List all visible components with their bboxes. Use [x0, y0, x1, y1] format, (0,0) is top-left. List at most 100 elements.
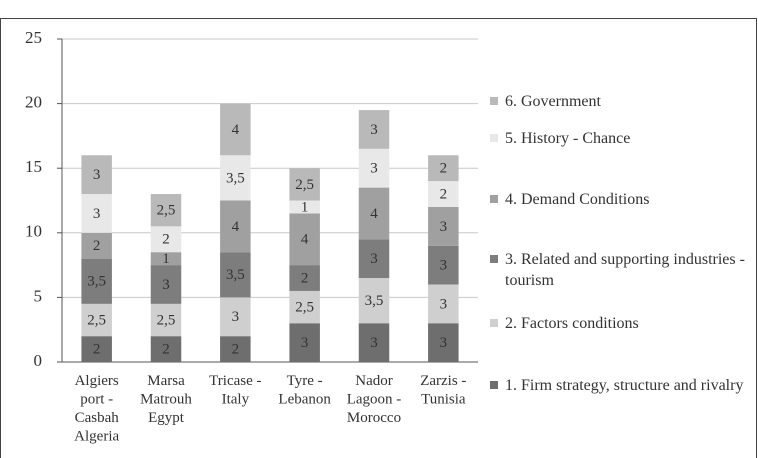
legend-swatch	[490, 97, 498, 105]
bar-segment	[358, 148, 390, 188]
bar-segment	[428, 245, 459, 285]
data-label: 2	[162, 342, 170, 358]
x-tick-label-line: Zarzis -	[420, 373, 466, 389]
legend-label: 3. Related and supporting industries - t…	[505, 251, 745, 289]
bar-segment	[428, 284, 459, 324]
data-label: 1	[301, 199, 309, 215]
bar-segment	[289, 323, 320, 362]
data-label: 1	[162, 251, 170, 267]
data-label: 3	[440, 258, 448, 274]
bar-segment	[81, 258, 112, 304]
data-label: 2,5	[87, 312, 106, 328]
bar-segment	[81, 232, 112, 259]
data-label: 3,5	[365, 293, 384, 309]
bar-segment	[358, 187, 390, 240]
data-label: 3,5	[226, 170, 245, 186]
bar-segment	[150, 194, 182, 227]
data-label: 2	[301, 270, 309, 286]
data-label: 3	[440, 219, 448, 235]
bar-segment	[220, 336, 251, 362]
bar-segment	[81, 194, 112, 233]
data-label: 2	[440, 161, 448, 177]
x-tick-label: Tricase - Italy	[209, 373, 261, 408]
bar-segment	[289, 265, 320, 291]
data-label: 3,5	[87, 274, 106, 290]
data-label: 4	[370, 206, 378, 222]
data-label: 2	[93, 342, 101, 358]
data-label: 4	[232, 219, 240, 235]
x-tick-label: Tyre - Lebanon	[278, 373, 331, 408]
x-tick-label-line: Tyre -	[287, 373, 323, 389]
data-label: 2	[93, 238, 101, 254]
x-tick-label-line: port -	[80, 392, 113, 408]
y-tick-label: 0	[34, 351, 43, 370]
bar-segment	[289, 168, 320, 201]
data-label: 3	[301, 335, 309, 351]
data-label: 3	[440, 335, 448, 351]
data-label: 3	[93, 167, 101, 183]
bar-segment	[220, 297, 251, 337]
legend-swatch	[490, 134, 498, 142]
x-tick-label-line: Lebanon	[278, 392, 331, 408]
legend-swatch	[490, 381, 498, 389]
data-label: 2	[440, 186, 448, 202]
data-label: 2,5	[295, 177, 314, 193]
legend-entry: 5. History - Chance	[490, 128, 752, 149]
legend-label: 2. Factors conditions	[505, 315, 639, 332]
legend-label: 1. Firm strategy, structure and rivalry	[505, 377, 744, 394]
data-label: 2,5	[295, 300, 314, 316]
x-tick-label-line: Nador	[355, 373, 393, 389]
bar-segment	[289, 290, 320, 324]
bar-segment	[81, 336, 112, 362]
data-label: 2	[162, 232, 170, 248]
bar-segment	[81, 155, 112, 195]
y-tick-label: 5	[34, 286, 43, 305]
x-tick-label-line: Tunisia	[421, 392, 466, 408]
x-tick-label-line: Egypt	[148, 410, 185, 426]
data-label: 3	[370, 251, 378, 267]
bar-segment	[150, 303, 182, 337]
data-label: 3	[370, 161, 378, 177]
data-label: 3,5	[226, 267, 245, 283]
bar-segment	[220, 252, 251, 298]
legend-entry: 4. Demand Conditions	[490, 189, 752, 210]
data-label: 2	[232, 342, 240, 358]
x-tick-label-line: Marsa	[147, 373, 185, 389]
y-tick-label: 15	[25, 157, 42, 176]
data-label: 3	[370, 122, 378, 138]
x-tick-label: Marsa Matrouh Egypt	[140, 373, 192, 426]
bar-segment	[358, 278, 390, 324]
bar-segment	[428, 155, 459, 182]
data-label: 3	[93, 206, 101, 222]
bar-segment	[150, 265, 182, 304]
legend-entry: 1. Firm strategy, structure and rivalry	[490, 375, 752, 396]
bar-segment	[358, 323, 390, 362]
legend-swatch	[490, 255, 498, 263]
x-tick-label-line: Casbah	[75, 410, 120, 426]
x-tick-label-line: Morocco	[347, 410, 401, 426]
legend-entry: 6. Government	[490, 91, 752, 112]
data-label: 4	[301, 232, 309, 248]
x-tick-label-line: Matrouh	[140, 392, 192, 408]
y-tick-label: 10	[25, 222, 42, 241]
x-tick-label-line: Italy	[222, 392, 250, 408]
bar-segment	[358, 239, 390, 279]
legend-label: 4. Demand Conditions	[505, 191, 650, 208]
data-label: 3	[440, 296, 448, 312]
x-tick-label-line: Algeria	[74, 429, 119, 445]
legend-swatch	[490, 319, 498, 327]
frame	[0, 18, 757, 458]
bar-segment	[150, 226, 182, 253]
x-tick-label: Algiers port - Casbah Algeria	[74, 373, 119, 445]
data-label: 2,5	[157, 203, 176, 219]
legend-label: 5. History - Chance	[505, 130, 631, 147]
x-tick-label-line: Lagoon -	[347, 392, 402, 408]
bar-segment	[428, 181, 459, 207]
data-label: 2,5	[157, 312, 176, 328]
legend-entry: 2. Factors conditions	[490, 313, 752, 334]
y-tick-label: 25	[25, 28, 42, 47]
data-label: 3	[370, 335, 378, 351]
bar-segment	[220, 200, 251, 253]
data-label: 3	[232, 309, 240, 325]
bar-segment	[428, 206, 459, 246]
